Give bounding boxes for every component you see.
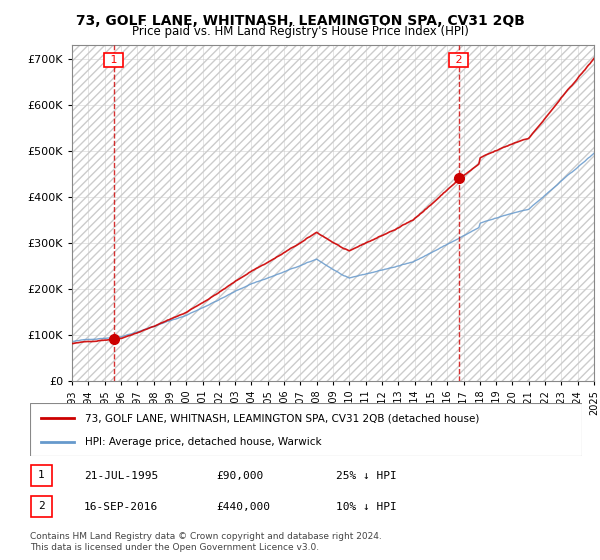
FancyBboxPatch shape [31,465,52,486]
Text: 16-SEP-2016: 16-SEP-2016 [84,502,158,512]
FancyBboxPatch shape [31,496,52,517]
Text: £440,000: £440,000 [216,502,270,512]
Text: 21-JUL-1995: 21-JUL-1995 [84,471,158,481]
FancyBboxPatch shape [30,403,582,456]
Text: 1: 1 [38,470,45,480]
Text: 10% ↓ HPI: 10% ↓ HPI [336,502,397,512]
Text: 25% ↓ HPI: 25% ↓ HPI [336,471,397,481]
Text: 1: 1 [107,55,121,65]
Text: £90,000: £90,000 [216,471,263,481]
Text: Price paid vs. HM Land Registry's House Price Index (HPI): Price paid vs. HM Land Registry's House … [131,25,469,38]
Text: Contains HM Land Registry data © Crown copyright and database right 2024.
This d: Contains HM Land Registry data © Crown c… [30,532,382,552]
Text: 73, GOLF LANE, WHITNASH, LEAMINGTON SPA, CV31 2QB (detached house): 73, GOLF LANE, WHITNASH, LEAMINGTON SPA,… [85,413,479,423]
Text: 73, GOLF LANE, WHITNASH, LEAMINGTON SPA, CV31 2QB: 73, GOLF LANE, WHITNASH, LEAMINGTON SPA,… [76,14,524,28]
Text: 2: 2 [38,501,45,511]
Text: HPI: Average price, detached house, Warwick: HPI: Average price, detached house, Warw… [85,436,322,446]
Text: 2: 2 [452,55,466,65]
